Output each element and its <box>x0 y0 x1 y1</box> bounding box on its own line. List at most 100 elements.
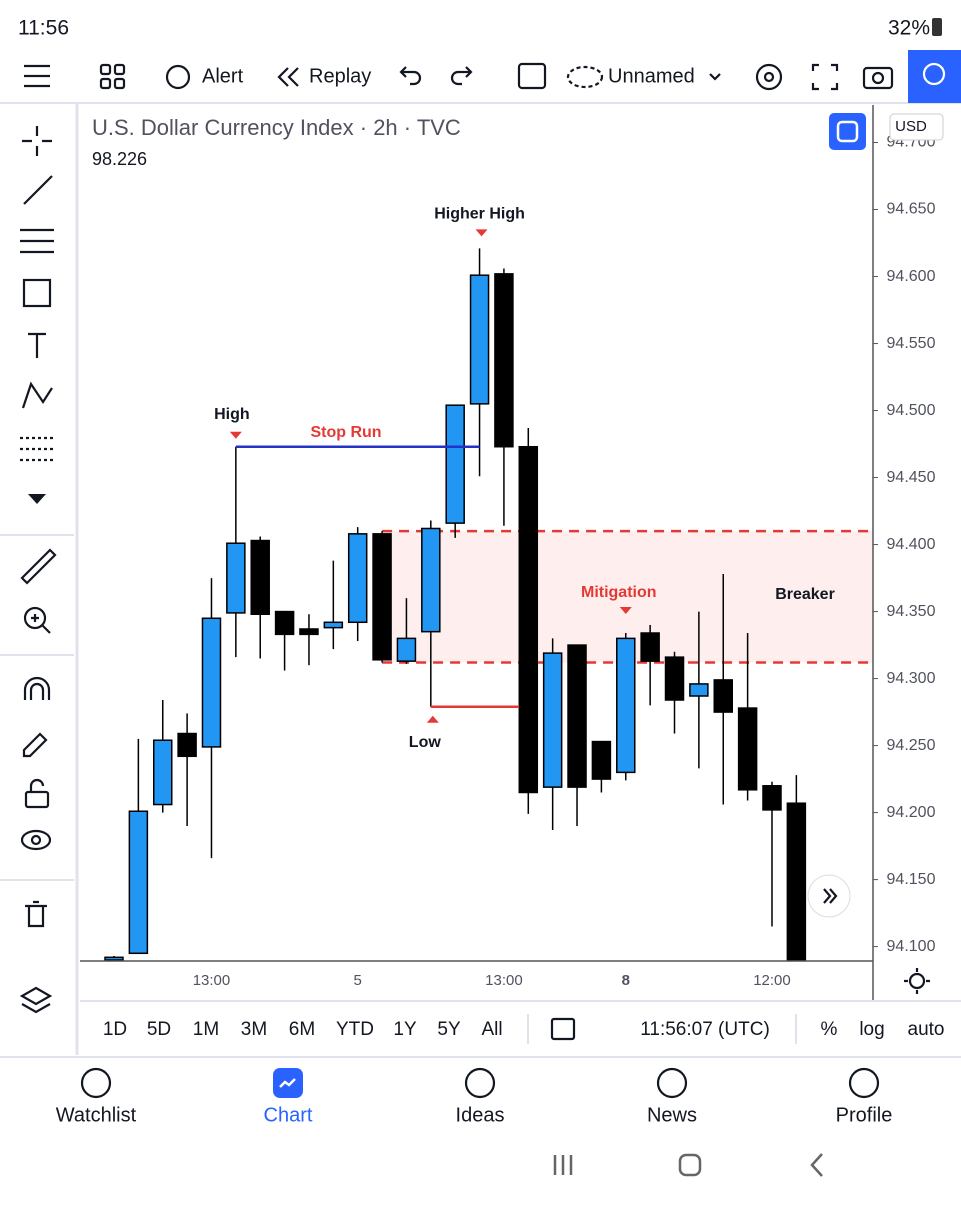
home-button[interactable] <box>678 1153 702 1177</box>
x-tick-label: 13:00 <box>193 972 231 989</box>
breaker-label: Breaker <box>775 586 835 603</box>
measure-tool[interactable] <box>20 548 57 585</box>
clock: 11:56:07 (UTC) <box>640 1019 770 1040</box>
nav-label[interactable]: Profile <box>836 1104 893 1126</box>
range-button[interactable]: 1D <box>103 1019 127 1040</box>
scroll-icon <box>823 888 838 904</box>
range-button[interactable]: YTD <box>336 1019 374 1040</box>
hide-tool[interactable] <box>20 829 52 851</box>
ideas-publish-button[interactable] <box>908 50 961 103</box>
range-bar: 1D 5D 1M 3M 6M YTD 1Y 5Y All <box>103 1019 503 1040</box>
percent-toggle[interactable]: % <box>821 1019 838 1040</box>
goto-date-button[interactable] <box>550 1017 576 1041</box>
nav-label[interactable]: Ideas <box>456 1104 505 1126</box>
range-button[interactable]: All <box>481 1019 502 1040</box>
recent-apps-button[interactable] <box>553 1155 573 1175</box>
pattern-tool[interactable] <box>21 381 53 409</box>
candle-body <box>250 539 270 615</box>
mitigation-label: Mitigation <box>581 584 657 601</box>
redo-button[interactable] <box>450 66 473 86</box>
candle-body <box>567 644 587 788</box>
candle-body <box>201 617 222 748</box>
y-tick-label: 94.150 <box>887 871 936 888</box>
chart: 94.100 94.150 94.200 94.250 94.300 94.350 94.4… <box>104 113 944 989</box>
range-button[interactable]: 1M <box>193 1019 219 1040</box>
fib-tool[interactable] <box>20 228 54 254</box>
object-tree[interactable] <box>19 986 53 1014</box>
candle-body <box>226 542 246 614</box>
candle-body <box>494 273 514 448</box>
battery-icon <box>932 18 942 36</box>
fullscreen-button[interactable] <box>811 63 839 91</box>
candle-body <box>299 628 319 636</box>
low-label: Low <box>409 734 442 751</box>
candle-body <box>518 445 539 794</box>
y-tick-label: 94.450 <box>887 469 936 486</box>
status-time: 11:56 <box>18 17 69 40</box>
nav-icon <box>848 1067 880 1099</box>
candle-body <box>762 785 782 811</box>
text-tool[interactable] <box>28 332 46 358</box>
publish-icon <box>922 62 946 86</box>
nav-icon <box>279 1078 296 1088</box>
candle-body <box>737 707 758 791</box>
candle-body <box>177 732 197 758</box>
candle-body <box>396 637 417 662</box>
range-button[interactable]: 5D <box>147 1019 171 1040</box>
replay-label: Replay <box>309 65 371 87</box>
candle-body <box>372 533 392 661</box>
delete-tool[interactable] <box>25 900 47 928</box>
undo-button[interactable] <box>399 66 422 86</box>
nav-label[interactable]: News <box>647 1104 697 1126</box>
bottom-nav: Watchlist Chart Ideas News Profile <box>56 1067 893 1126</box>
lock-tool[interactable] <box>24 778 50 809</box>
y-tick-label: 94.300 <box>887 670 936 687</box>
lock-drawings-tool[interactable] <box>22 732 48 758</box>
x-tick-label: 5 <box>354 972 362 989</box>
screenshot-button[interactable] <box>862 66 894 90</box>
chart-style-button[interactable] <box>517 62 547 90</box>
replay-button[interactable]: Replay <box>277 65 371 87</box>
layout-name-button[interactable]: Unnamed <box>566 65 721 89</box>
nav-icon <box>464 1067 496 1099</box>
nav-label[interactable]: Watchlist <box>56 1104 137 1126</box>
alert-button[interactable]: Alert <box>165 64 244 90</box>
layout-button[interactable] <box>99 63 126 90</box>
log-toggle[interactable]: log <box>859 1019 884 1040</box>
settings-button[interactable] <box>755 63 783 91</box>
candle-body <box>591 740 612 780</box>
shape-tool[interactable] <box>22 278 52 308</box>
range-button[interactable]: 1Y <box>393 1019 417 1040</box>
last-value: 98.226 <box>92 149 147 169</box>
y-tick-label: 94.650 <box>887 201 936 218</box>
candle-body <box>616 637 636 774</box>
candle-body <box>445 404 465 524</box>
nav-icon <box>80 1067 112 1099</box>
magnet-tool[interactable] <box>23 676 51 700</box>
candle-body <box>104 956 124 961</box>
layout-name: Unnamed <box>608 65 695 87</box>
candle-body <box>664 656 685 701</box>
trendline-tool[interactable] <box>23 175 53 205</box>
more-tools[interactable] <box>28 494 46 504</box>
menu-button[interactable] <box>24 64 50 88</box>
nav-label[interactable]: Chart <box>264 1104 313 1126</box>
range-button[interactable]: 6M <box>289 1019 315 1040</box>
range-button[interactable]: 5Y <box>437 1019 461 1040</box>
candle-body <box>640 632 660 662</box>
currency-label: USD <box>895 118 927 135</box>
y-tick-label: 94.500 <box>887 402 936 419</box>
crosshair-tool[interactable] <box>22 126 52 156</box>
auto-toggle[interactable]: auto <box>908 1019 945 1040</box>
chart-fullscreen-button[interactable] <box>829 113 866 150</box>
y-tick-label: 94.350 <box>887 603 936 620</box>
back-button[interactable] <box>810 1153 823 1177</box>
range-button[interactable]: 3M <box>241 1019 267 1040</box>
y-tick-label: 94.250 <box>887 737 936 754</box>
axis-settings[interactable] <box>904 968 930 994</box>
x-tick-label: 12:00 <box>753 972 791 989</box>
forecast-tool[interactable] <box>20 436 54 462</box>
candle-body <box>542 652 563 788</box>
currency-button[interactable] <box>889 113 944 141</box>
zoom-tool[interactable] <box>23 606 51 634</box>
